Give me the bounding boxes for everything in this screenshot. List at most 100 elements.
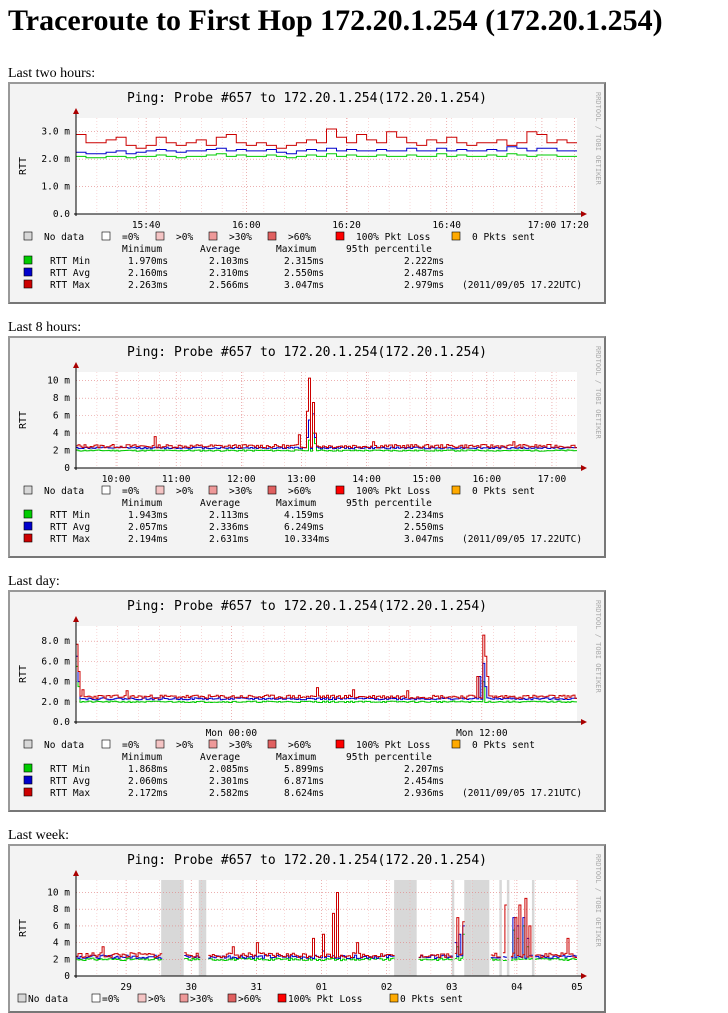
status-legend-label: No data — [44, 232, 84, 243]
y-tick-label: 3.0 m — [41, 127, 70, 138]
y-axis-label: RTT — [18, 411, 29, 429]
status-legend-label: >60% — [288, 232, 311, 243]
chart-title: Ping: Probe #657 to 172.20.1.254(172.20.… — [127, 345, 487, 360]
stats-header: 95th percentile — [346, 498, 432, 509]
loss-band — [464, 880, 472, 976]
y-axis-arrow — [73, 362, 79, 368]
y-tick-label: 4.0 m — [41, 677, 70, 688]
chart-svg: Ping: Probe #657 to 172.20.1.254(172.20.… — [17, 853, 602, 1005]
rrd-graph: Ping: Probe #657 to 172.20.1.254(172.20.… — [8, 844, 606, 1013]
status-legend-swatch — [335, 231, 345, 241]
status-legend-swatch — [267, 231, 277, 241]
stat-value-max: 8.624ms — [284, 788, 324, 799]
status-legend-label: >60% — [238, 994, 261, 1005]
status-legend-swatch — [335, 485, 345, 495]
rrdtool-credit: RRDTOOL / TOBI OETIKER — [594, 854, 602, 948]
stat-value-max: 3.047ms — [284, 280, 324, 291]
chart-svg: Ping: Probe #657 to 172.20.1.254(172.20.… — [18, 91, 602, 291]
stat-value-p95: 2.936ms — [404, 788, 444, 799]
status-legend-swatch — [208, 485, 218, 495]
series-legend-name: RTT Avg — [50, 268, 90, 279]
x-tick-label: 17:00 — [538, 474, 567, 485]
status-legend-swatch — [155, 739, 165, 749]
status-legend-label: No data — [44, 486, 84, 497]
loss-band — [394, 880, 417, 976]
stats-header: Average — [200, 498, 240, 509]
status-legend-swatch — [335, 739, 345, 749]
stat-value-avg: 2.336ms — [209, 522, 249, 533]
stat-value-min: 2.057ms — [128, 522, 168, 533]
status-legend-label: 0 Pkts sent — [472, 486, 535, 497]
stats-header: 95th percentile — [346, 244, 432, 255]
series-line-max — [76, 377, 577, 449]
chart-svg: Ping: Probe #657 to 172.20.1.254(172.20.… — [18, 599, 602, 799]
x-tick-label: 10:00 — [102, 474, 131, 485]
series-legend-swatch — [23, 521, 33, 531]
stats-header: Maximum — [276, 498, 316, 509]
stat-value-avg: 2.085ms — [209, 764, 249, 775]
x-tick-label: 15:00 — [412, 474, 441, 485]
status-legend-label: =0% — [122, 486, 139, 497]
stat-value-min: 2.172ms — [128, 788, 168, 799]
stat-value-p95: 2.234ms — [404, 510, 444, 521]
rrdtool-credit: RRDTOOL / TOBI OETIKER — [594, 92, 602, 186]
stat-value-avg: 2.566ms — [209, 280, 249, 291]
status-legend-label: No data — [28, 994, 68, 1005]
stat-value-min: 1.868ms — [128, 764, 168, 775]
series-legend-name: RTT Min — [50, 256, 90, 267]
y-tick-label: 6 m — [53, 921, 70, 932]
series-legend-name: RTT Avg — [50, 522, 90, 533]
rrd-graph: Ping: Probe #657 to 172.20.1.254(172.20.… — [8, 336, 606, 558]
x-axis-arrow — [581, 719, 587, 725]
status-legend-label: 0 Pkts sent — [472, 740, 535, 751]
status-legend-swatch — [451, 231, 461, 241]
status-legend-swatch — [451, 739, 461, 749]
y-tick-label: 6 m — [53, 411, 70, 422]
status-legend-label: >30% — [229, 486, 252, 497]
status-legend-label: 100% Pkt Loss — [356, 740, 430, 751]
y-tick-label: 0.0 — [53, 209, 70, 220]
x-tick-label: 16:00 — [473, 474, 502, 485]
status-legend-swatch — [179, 993, 189, 1003]
rrd-graph: Ping: Probe #657 to 172.20.1.254(172.20.… — [8, 82, 606, 304]
stat-value-max: 4.159ms — [284, 510, 324, 521]
x-axis-arrow — [581, 465, 587, 471]
section-label: Last 8 hours: — [8, 320, 82, 335]
series-legend-swatch — [23, 775, 33, 785]
status-legend-swatch — [451, 485, 461, 495]
status-legend-swatch — [227, 993, 237, 1003]
x-tick-label: 16:00 — [232, 220, 261, 231]
x-tick-label: 16:20 — [332, 220, 361, 231]
stat-value-max: 6.249ms — [284, 522, 324, 533]
y-tick-label: 10 m — [47, 376, 70, 387]
status-legend-label: 100% Pkt Loss — [288, 994, 362, 1005]
stat-value-max: 5.899ms — [284, 764, 324, 775]
y-tick-label: 4 m — [53, 938, 70, 949]
x-tick-label: 13:00 — [287, 474, 316, 485]
page-title: Traceroute to First Hop 172.20.1.254 (17… — [8, 4, 663, 37]
stats-header: Average — [200, 244, 240, 255]
y-tick-label: 1.0 m — [41, 182, 70, 193]
stat-value-avg: 2.310ms — [209, 268, 249, 279]
chart-title: Ping: Probe #657 to 172.20.1.254(172.20.… — [127, 853, 487, 868]
y-axis-arrow — [73, 870, 79, 876]
stat-value-min: 2.060ms — [128, 776, 168, 787]
stat-value-p95: 2.222ms — [404, 256, 444, 267]
status-legend-label: >30% — [229, 232, 252, 243]
stat-value-min: 1.943ms — [128, 510, 168, 521]
series-line-max — [76, 634, 577, 699]
status-legend-swatch — [137, 993, 147, 1003]
stat-value-min: 2.160ms — [128, 268, 168, 279]
status-legend-label: >0% — [176, 740, 193, 751]
stats-header: Minimum — [122, 498, 162, 509]
stats-timestamp: (2011/09/05 17.22UTC) — [462, 534, 582, 545]
y-tick-label: 2.0 m — [41, 154, 70, 165]
status-legend-label: 100% Pkt Loss — [356, 486, 430, 497]
x-tick-label: 16:40 — [432, 220, 461, 231]
stats-header: Maximum — [276, 752, 316, 763]
loss-band — [471, 880, 490, 976]
loss-band — [451, 880, 455, 976]
series-legend-swatch — [23, 279, 33, 289]
series-legend-swatch — [23, 787, 33, 797]
loss-band — [161, 880, 184, 976]
